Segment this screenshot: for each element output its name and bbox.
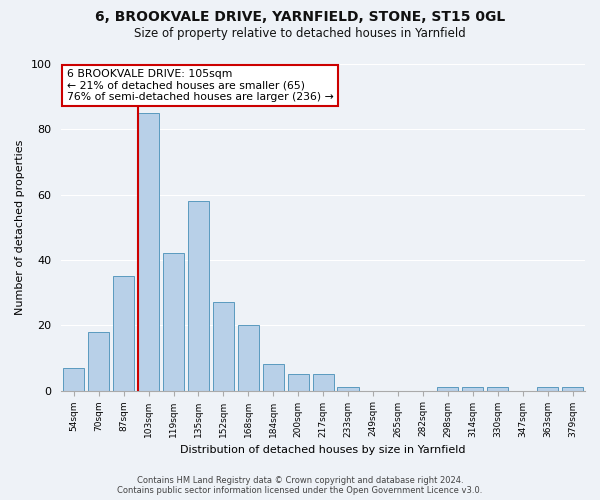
X-axis label: Distribution of detached houses by size in Yarnfield: Distribution of detached houses by size … [181, 445, 466, 455]
Bar [63, 368, 85, 390]
Bar [213, 302, 234, 390]
Bar [88, 332, 109, 390]
Text: 6 BROOKVALE DRIVE: 105sqm
← 21% of detached houses are smaller (65)
76% of semi-: 6 BROOKVALE DRIVE: 105sqm ← 21% of detac… [67, 69, 333, 102]
Bar [337, 388, 359, 390]
Y-axis label: Number of detached properties: Number of detached properties [15, 140, 25, 315]
Bar [263, 364, 284, 390]
Bar [113, 276, 134, 390]
Bar [188, 201, 209, 390]
Text: 6, BROOKVALE DRIVE, YARNFIELD, STONE, ST15 0GL: 6, BROOKVALE DRIVE, YARNFIELD, STONE, ST… [95, 10, 505, 24]
Bar [138, 113, 159, 390]
Text: Size of property relative to detached houses in Yarnfield: Size of property relative to detached ho… [134, 28, 466, 40]
Bar [487, 388, 508, 390]
Bar [313, 374, 334, 390]
Bar [562, 388, 583, 390]
Bar [287, 374, 309, 390]
Bar [163, 254, 184, 390]
Text: Contains HM Land Registry data © Crown copyright and database right 2024.
Contai: Contains HM Land Registry data © Crown c… [118, 476, 482, 495]
Bar [238, 326, 259, 390]
Bar [437, 388, 458, 390]
Bar [537, 388, 558, 390]
Bar [462, 388, 484, 390]
